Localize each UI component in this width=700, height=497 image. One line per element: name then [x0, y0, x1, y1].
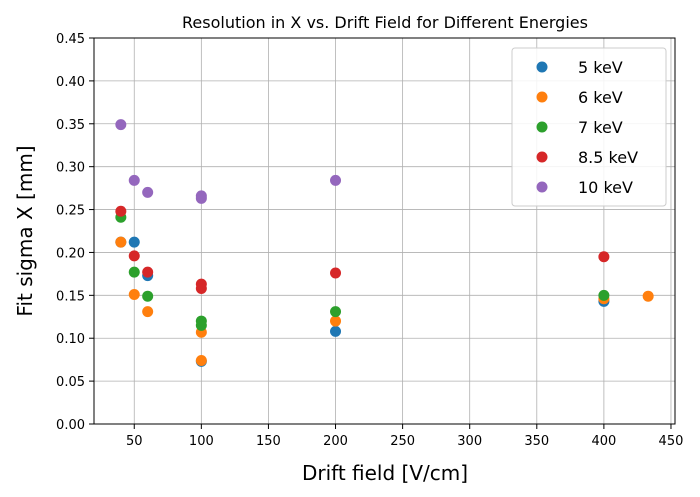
- x-axis-title: Drift field [V/cm]: [302, 461, 468, 485]
- point-7-kev: [598, 289, 610, 301]
- y-tick-label: 0.05: [56, 375, 85, 390]
- y-tick-label: 0.15: [56, 289, 85, 304]
- point-8-5-kev: [128, 250, 140, 262]
- y-tick-label: 0.45: [56, 32, 85, 47]
- point-8-5-kev: [115, 205, 127, 217]
- y-tick-label: 0.10: [56, 332, 85, 347]
- point-10-kev: [128, 174, 140, 186]
- x-tick-label: 150: [256, 434, 281, 449]
- legend-label-7-kev: 7 keV: [578, 118, 623, 137]
- legend-label-5-kev: 5 keV: [578, 58, 623, 77]
- x-tick-label: 50: [126, 434, 143, 449]
- plot-frame: [93, 37, 676, 425]
- x-tick-label: 100: [189, 434, 214, 449]
- chart-title: Resolution in X vs. Drift Field for Diff…: [182, 13, 588, 32]
- legend-label-8-5-kev: 8.5 keV: [578, 148, 638, 167]
- point-7-kev: [128, 266, 140, 278]
- point-5-kev: [330, 325, 342, 337]
- y-axis-title: Fit sigma X [mm]: [13, 145, 37, 316]
- x-tick-label: 350: [524, 434, 549, 449]
- legend-box: [511, 47, 667, 207]
- point-10-kev: [195, 192, 207, 204]
- point-6-kev: [330, 315, 342, 327]
- x-tick-label: 300: [457, 434, 482, 449]
- y-tick-label: 0.00: [56, 418, 85, 433]
- x-tick-label: 450: [659, 434, 684, 449]
- x-tick-label: 400: [591, 434, 616, 449]
- y-tick-label: 0.30: [56, 161, 85, 176]
- legend-marker-6-kev: [536, 91, 548, 103]
- y-tick-label: 0.20: [56, 246, 85, 261]
- point-6-kev: [142, 306, 154, 318]
- point-8-5-kev: [195, 282, 207, 294]
- legend-marker-10-kev: [536, 181, 548, 193]
- point-7-kev: [330, 306, 342, 318]
- legend-marker-7-kev: [536, 121, 548, 133]
- point-8-5-kev: [142, 266, 154, 278]
- legend: 5 keV 6 keV 7 keV 8.5 keV 10 keV: [511, 47, 667, 207]
- x-tick-label: 250: [390, 434, 415, 449]
- legend-marker-8-5-kev: [536, 151, 548, 163]
- x-tick-label: 200: [323, 434, 348, 449]
- y-tick-label: 0.25: [56, 204, 85, 219]
- data-points: [115, 119, 654, 367]
- point-6-kev: [642, 290, 654, 302]
- legend-label-10-kev: 10 keV: [578, 178, 633, 197]
- point-8-5-kev: [598, 251, 610, 263]
- point-10-kev: [142, 186, 154, 198]
- point-5-kev: [128, 236, 140, 248]
- point-8-5-kev: [330, 267, 342, 279]
- point-7-kev: [142, 290, 154, 302]
- y-tick-label: 0.40: [56, 75, 85, 90]
- point-7-kev: [195, 319, 207, 331]
- y-tick-label: 0.35: [56, 118, 85, 133]
- axis-ticks: 50 100 150 200 250 300 350 400 450 0.00 0.05 0.10 0.…: [56, 32, 683, 449]
- grid: [94, 37, 675, 425]
- point-6-kev: [128, 288, 140, 300]
- point-6-kev: [195, 355, 207, 367]
- point-10-kev: [115, 119, 127, 131]
- point-10-kev: [330, 174, 342, 186]
- point-6-kev: [115, 236, 127, 248]
- legend-marker-5-kev: [536, 61, 548, 73]
- legend-label-6-kev: 6 keV: [578, 88, 623, 107]
